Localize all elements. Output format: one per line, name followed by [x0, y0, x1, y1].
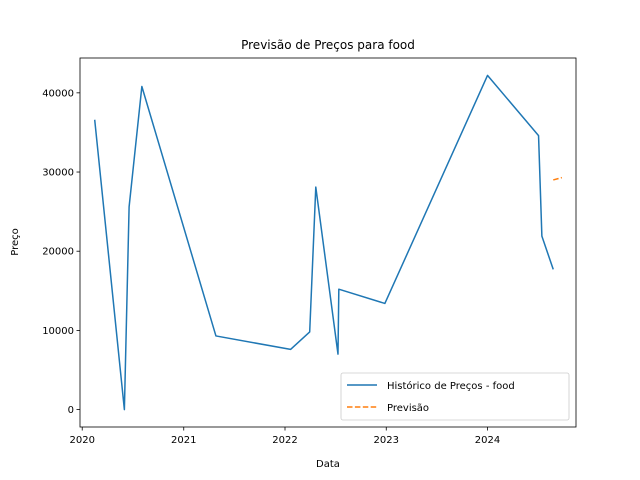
- series-line-0: [93, 74, 554, 411]
- plot-frame: [79, 57, 577, 428]
- x-tick-label-0: 2020: [69, 435, 94, 446]
- x-tick-label-3: 2023: [374, 435, 399, 446]
- legend-box: [340, 372, 570, 421]
- chart-title: Previsão de Preços para food: [241, 38, 415, 52]
- y-tick-label-3: 30000: [42, 168, 74, 179]
- plot-lines: [93, 74, 563, 411]
- x-axis-label: Data: [316, 459, 340, 470]
- y-axis-label: Preço: [10, 228, 21, 256]
- x-tick-label-2: 2022: [272, 435, 297, 446]
- x-tick-label-1: 2021: [171, 435, 196, 446]
- x-tick-label-4: 2024: [475, 435, 500, 446]
- series-line-1: [553, 176, 563, 181]
- y-tick-label-0: 0: [68, 405, 74, 416]
- legend-label-forecast: Previsão: [387, 403, 429, 414]
- x-axis-ticks: 2020 2021 2022 2023 2024: [69, 427, 500, 446]
- y-tick-label-1: 10000: [42, 326, 74, 337]
- y-tick-label-4: 40000: [42, 88, 74, 99]
- legend: Histórico de Preços - food Previsão: [340, 372, 570, 421]
- legend-label-history: Histórico de Preços - food: [387, 380, 515, 392]
- y-tick-label-2: 20000: [42, 247, 74, 258]
- y-axis-ticks: 0 10000 20000 30000 40000: [42, 88, 80, 416]
